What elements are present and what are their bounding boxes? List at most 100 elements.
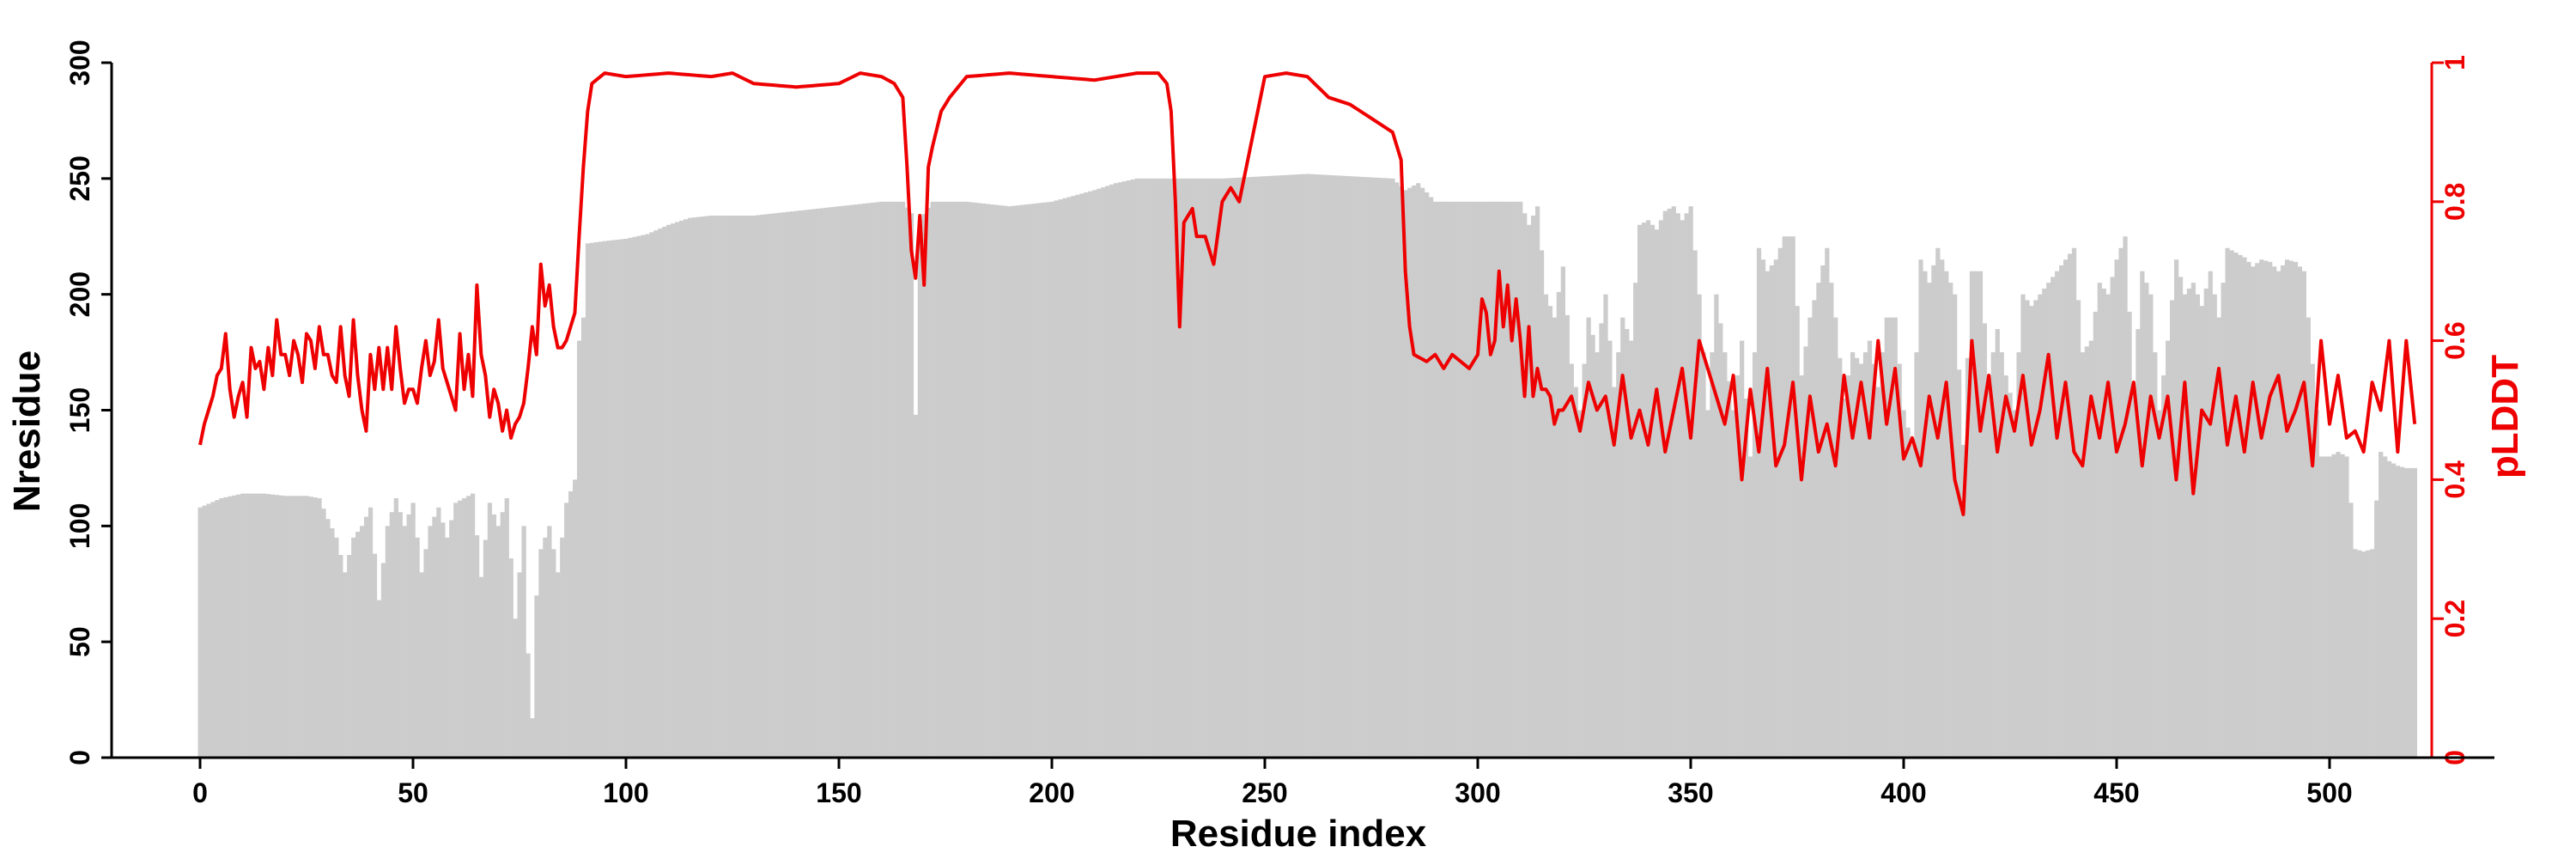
nresidue-bar	[363, 516, 369, 758]
nresidue-bar	[884, 201, 889, 758]
nresidue-bar	[2246, 261, 2251, 758]
nresidue-bar	[1986, 375, 1991, 758]
nresidue-bar	[691, 217, 697, 758]
nresidue-bar	[1625, 329, 1630, 758]
nresidue-bar	[1151, 178, 1157, 758]
nresidue-bar	[1978, 271, 1984, 758]
nresidue-bar	[602, 241, 607, 758]
nresidue-bar	[2075, 300, 2081, 758]
nresidue-bar	[389, 512, 394, 758]
nresidue-bar	[854, 204, 859, 758]
nresidue-bar	[197, 507, 203, 758]
nresidue-bar	[815, 208, 820, 758]
nresidue-bar	[1697, 294, 1702, 758]
nresidue-bar	[1897, 363, 1902, 758]
nresidue-bar	[1352, 176, 1357, 758]
nresidue-bar	[1241, 177, 1246, 758]
nresidue-bar	[960, 201, 965, 758]
nresidue-bar	[1445, 201, 1451, 758]
nresidue-bar	[436, 507, 441, 758]
nresidue-bar	[2110, 277, 2115, 758]
nresidue-bar	[789, 211, 795, 758]
nresidue-bar	[2301, 271, 2307, 758]
nresidue-bar	[1522, 213, 1528, 758]
nresidue-bar	[2344, 456, 2349, 758]
nresidue-bar	[560, 537, 565, 758]
nresidue-bar	[1284, 174, 1289, 758]
nresidue-bar	[1084, 192, 1089, 758]
nresidue-bar	[1015, 205, 1021, 758]
nresidue-bar	[1727, 381, 1732, 758]
nresidue-bar	[1019, 204, 1025, 758]
nresidue-bar	[841, 205, 846, 758]
nresidue-bar	[1428, 197, 1434, 758]
nresidue-bar	[2331, 454, 2336, 758]
nresidue-bar	[781, 212, 787, 758]
nresidue-bar	[1092, 190, 1097, 758]
nresidue-bar	[747, 215, 752, 758]
nresidue-bar	[1820, 265, 1826, 758]
nresidue-bar	[287, 496, 292, 758]
nresidue-bar	[249, 493, 254, 758]
nresidue-bar	[981, 203, 987, 758]
nresidue-bar	[330, 528, 335, 758]
nresidue-bar	[1599, 323, 1604, 758]
nresidue-bar	[1356, 176, 1361, 758]
nresidue-bar	[1760, 259, 1766, 758]
nresidue-bar	[1905, 427, 1911, 758]
nresidue-bar	[2012, 410, 2017, 758]
nresidue-bar	[1616, 352, 1621, 758]
nresidue-bar	[2259, 259, 2264, 758]
nresidue-bar	[721, 215, 726, 758]
left-tick-label: 50	[64, 626, 95, 657]
nresidue-bar	[1957, 369, 1962, 758]
nresidue-bar	[2318, 456, 2324, 758]
nresidue-bar	[1479, 201, 1485, 758]
nresidue-bar	[888, 201, 893, 758]
nresidue-bar	[415, 537, 420, 758]
nresidue-bar	[1412, 185, 1417, 758]
nresidue-bar	[623, 238, 629, 758]
nresidue-bar	[1569, 363, 1574, 758]
nresidue-bar	[232, 495, 237, 758]
right-tick-label: 1	[2439, 55, 2470, 70]
nresidue-bar	[2293, 261, 2299, 758]
nresidue-bar	[858, 204, 863, 758]
nresidue-bar	[2093, 311, 2098, 758]
nresidue-bar	[2153, 352, 2158, 758]
nresidue-bar	[355, 532, 361, 758]
nresidue-bar	[2063, 259, 2069, 758]
nresidue-bar	[1121, 181, 1127, 758]
nresidue-bar	[1675, 213, 1680, 758]
nresidue-bar	[1684, 213, 1689, 758]
nresidue-bar	[1888, 317, 1893, 758]
nresidue-bar	[1940, 259, 1945, 758]
nresidue-bar	[1680, 220, 1685, 758]
nresidue-bar	[440, 522, 446, 758]
nresidue-bar	[1782, 236, 1787, 758]
nresidue-bar	[1097, 188, 1102, 758]
nresidue-bar	[368, 507, 374, 758]
nresidue-bar	[495, 526, 501, 758]
nresidue-bar	[291, 496, 296, 758]
nresidue-bar	[606, 241, 611, 758]
nresidue-bar	[1458, 201, 1463, 758]
nresidue-bar	[351, 537, 356, 758]
nresidue-bar	[2255, 263, 2260, 758]
nresidue-bar	[1923, 271, 1928, 758]
nresidue-bar	[1692, 250, 1698, 758]
nresidue-bar	[1228, 178, 1234, 758]
nresidue-bar	[717, 215, 722, 758]
nresidue-bar	[1139, 178, 1144, 758]
nresidue-bar	[696, 216, 702, 758]
nresidue-bar	[1518, 201, 1523, 758]
nresidue-bar	[1722, 352, 1728, 758]
nresidue-bar	[1203, 178, 1208, 758]
nresidue-bar	[1254, 176, 1259, 758]
nresidue-bar	[2067, 253, 2073, 758]
nresidue-bar	[240, 493, 246, 758]
nresidue-bar	[2136, 329, 2141, 758]
nresidue-bar	[1505, 201, 1510, 758]
nresidue-bar	[836, 206, 841, 758]
nresidue-bar	[1641, 222, 1647, 758]
